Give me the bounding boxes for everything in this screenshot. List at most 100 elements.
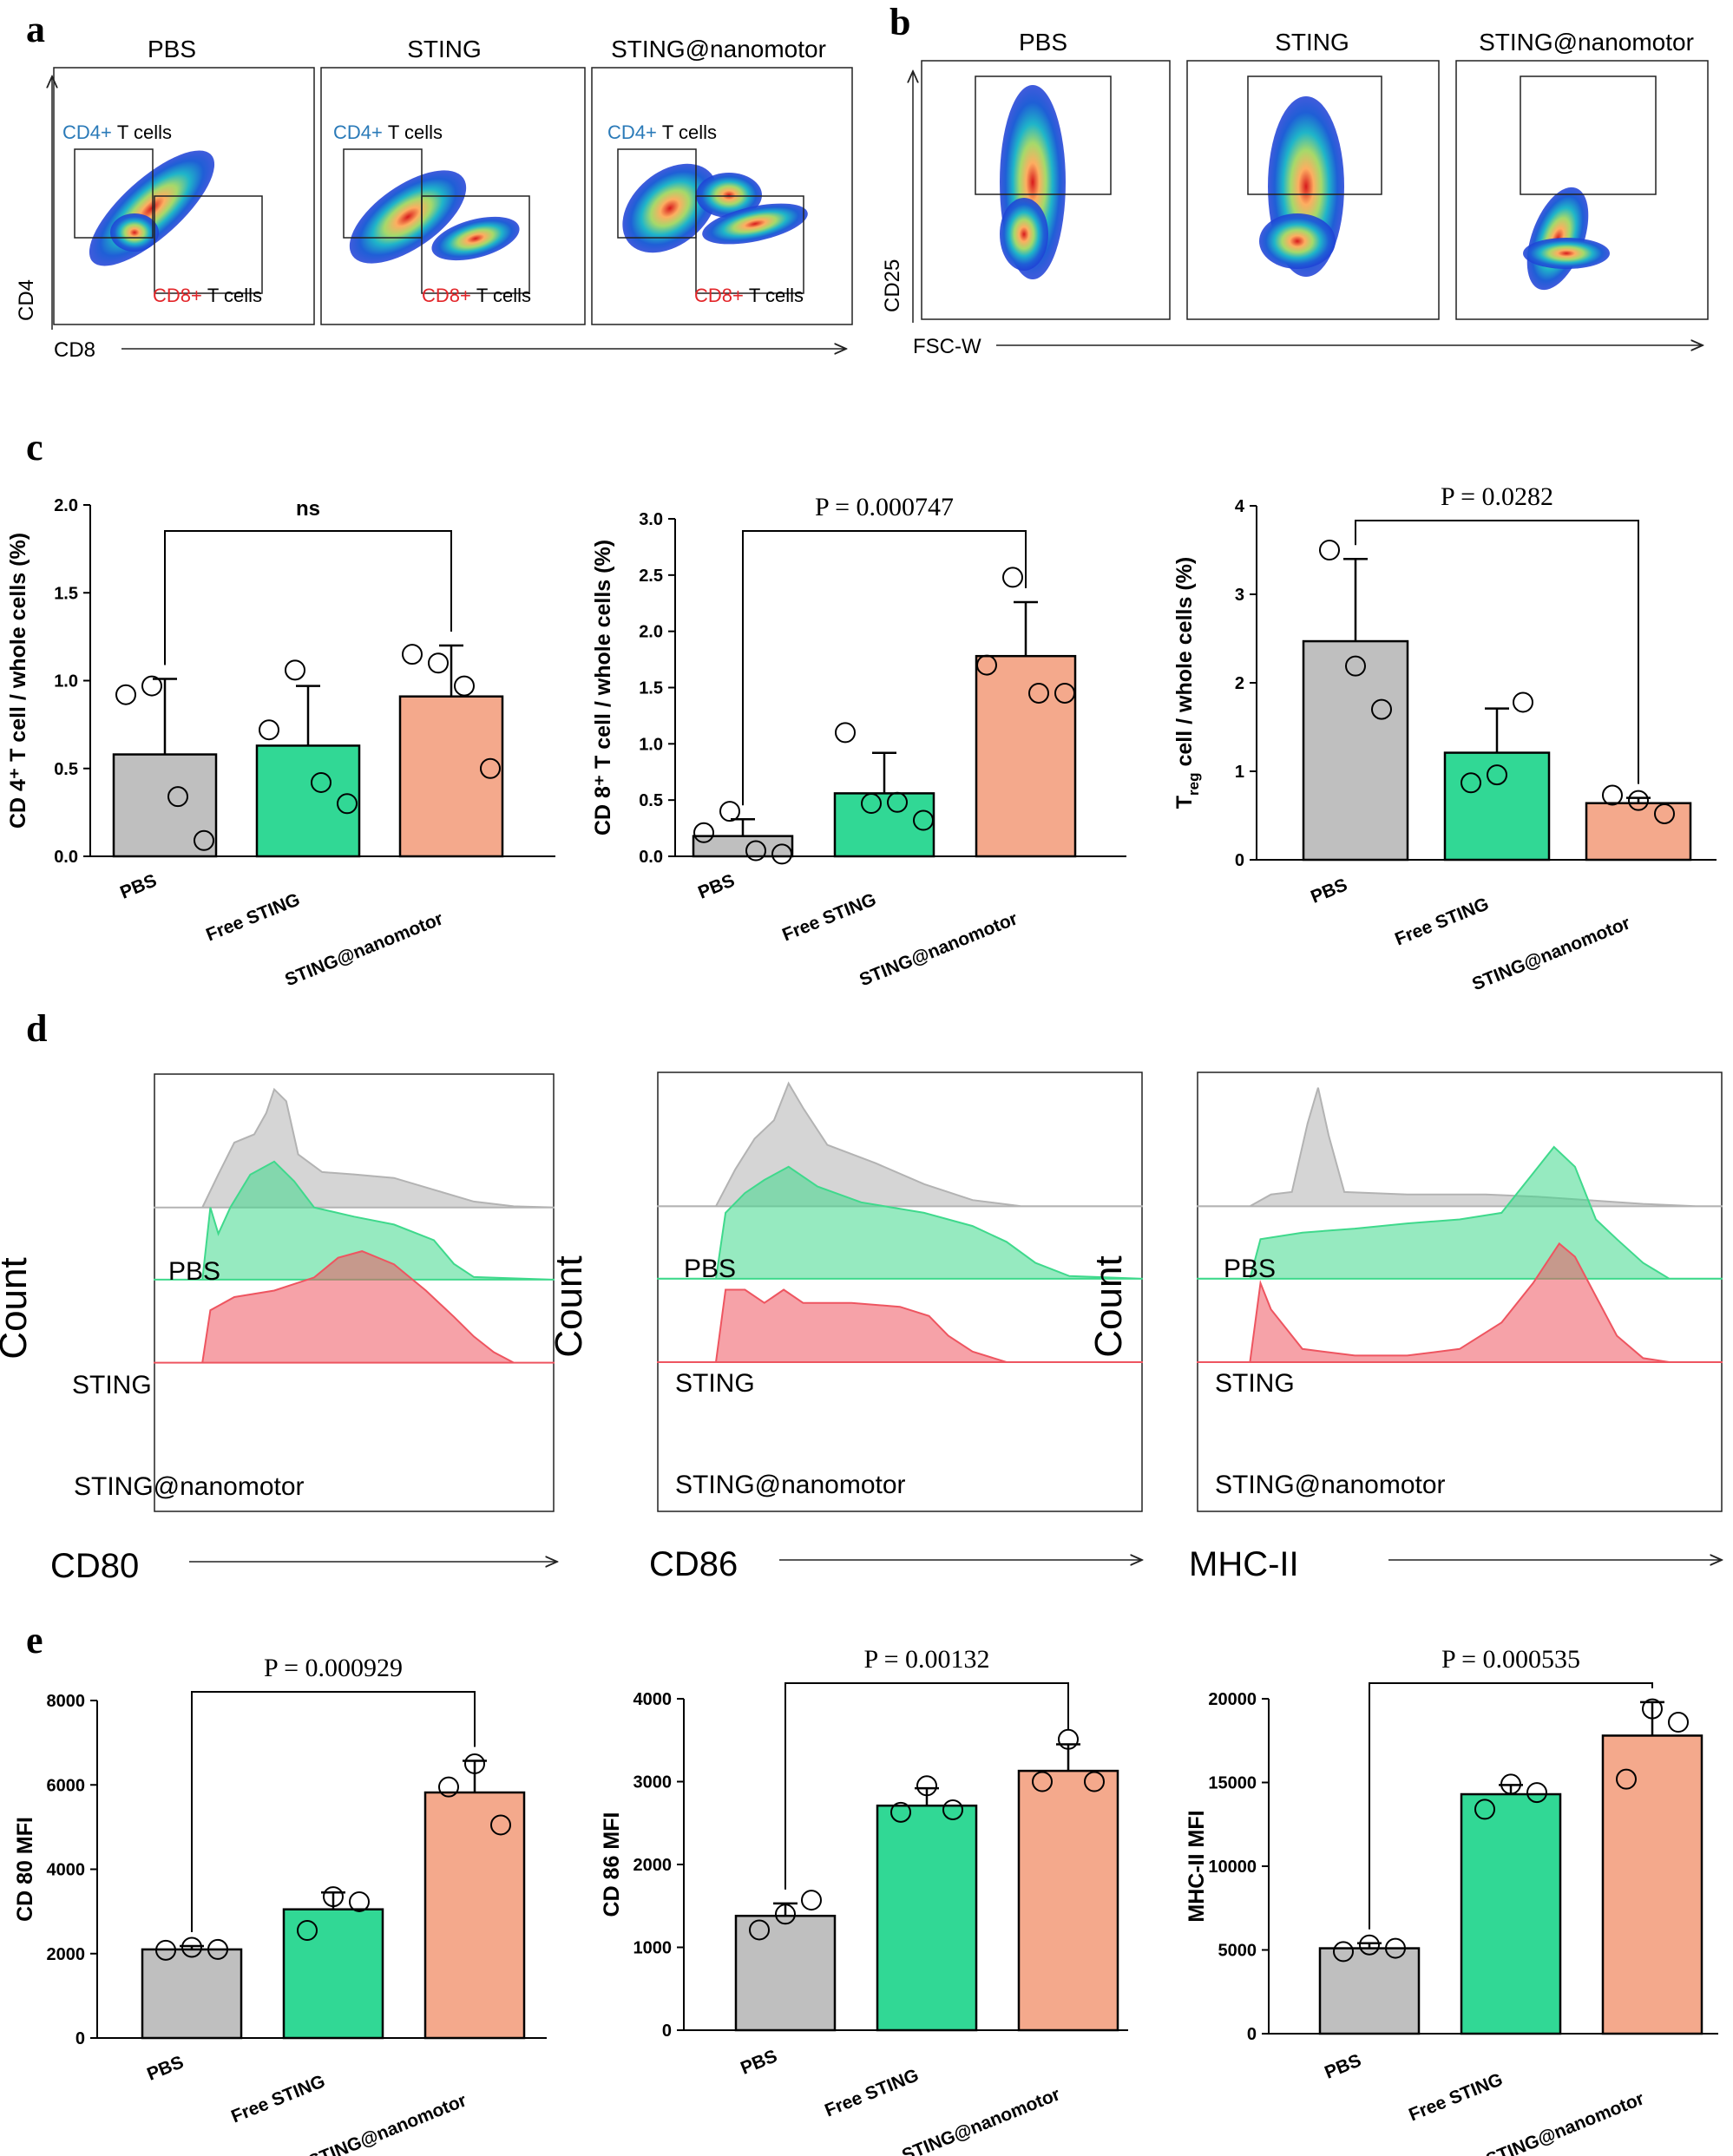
data-point [259, 719, 279, 741]
cd4-gate-label: CD4+ [62, 121, 112, 143]
data-point [1526, 1782, 1547, 1804]
data-point [1032, 1771, 1053, 1792]
cd8-gate-label: CD8+ [694, 285, 744, 306]
data-point [1461, 772, 1481, 794]
cd8-gate-label: CD8+ [153, 285, 202, 306]
category-label: Free STING [822, 2065, 922, 2120]
gate-suffix: T cells [749, 285, 804, 306]
flow-plot-frame [320, 67, 586, 325]
chart-cd80-mfi: 0 2000 4000 6000 8000 PBS Free STINGSTING@nano… [13, 1654, 547, 2156]
y-tick-label: 0 [1247, 2025, 1257, 2044]
data-point [297, 1920, 318, 1942]
data-point [167, 786, 188, 808]
data-point [454, 675, 475, 697]
y-axis-label: Treg cell / whole cells (%) [1172, 557, 1202, 809]
y-tick-label: 3000 [633, 1773, 673, 1792]
significance-label: ns [296, 497, 320, 521]
y-tick-label: 0.0 [54, 848, 78, 867]
category-label: STING@nanomotor [857, 908, 1021, 990]
density-cloud [431, 216, 520, 261]
flow-a-plot-pbs: CD4+ T cells CD8+ T cells [53, 67, 315, 325]
significance-label: P = 0.00132 [864, 1645, 990, 1674]
bar [1460, 1792, 1562, 2035]
data-point [749, 1919, 770, 1941]
histogram-panel-mhc-ii: PBS STING STING@nanomotor Count MHC-II [1087, 1071, 1723, 1583]
category-label: PBS [738, 2046, 780, 2079]
data-point [402, 644, 423, 665]
data-point [719, 801, 740, 822]
data-point [1002, 567, 1023, 588]
data-point [1602, 784, 1623, 806]
histogram-row-label: STING [72, 1371, 152, 1399]
y-tick-label: 0.5 [54, 760, 78, 779]
y-tick-label: 10000 [1208, 1858, 1257, 1877]
y-tick-label: 3.0 [639, 510, 663, 529]
chart-cd8-percent: 0.0 0.5 1.0 1.5 2.0 2.5 3.0 PBS Free STINGSTING@… [591, 493, 1126, 990]
data-point [1385, 1937, 1406, 1959]
histogram-row-label: PBS [684, 1255, 736, 1283]
y-tick-label: 1.0 [639, 735, 663, 754]
data-point [115, 684, 136, 705]
flow-a-title-nanomotor: STING@nanomotor [611, 36, 826, 62]
category-label: Free STING [1406, 2069, 1506, 2125]
y-tick-label: 1000 [633, 1939, 673, 1958]
histogram-row-label: STING@nanomotor [74, 1472, 305, 1501]
bar [141, 1948, 243, 2040]
y-tick-label: 20000 [1208, 1690, 1257, 1709]
significance-label: P = 0.0282 [1441, 482, 1553, 511]
flow-b-plot-nanomotor [1455, 60, 1709, 320]
data-point [311, 771, 332, 793]
bar [282, 1908, 384, 2040]
data-point [1319, 540, 1340, 560]
category-label: PBS [695, 870, 738, 903]
data-point [775, 1904, 796, 1925]
density-cloud [1000, 198, 1048, 271]
panel-letter-e: e [26, 1619, 43, 1661]
y-tick-label: 15000 [1208, 1774, 1257, 1793]
flow-a-plot-nanomotor: CD4+ T cells CD8+ T cells [591, 67, 853, 325]
histogram-curve-nanomotor [657, 1288, 1143, 1363]
svg-text:CD4+T cells: CD4+ T cells [333, 121, 443, 143]
data-point [207, 1938, 228, 1960]
bar [1585, 802, 1692, 862]
bar [255, 744, 361, 858]
svg-text:CD8+T cells: CD8+ T cells [422, 285, 531, 306]
data-point [181, 1936, 202, 1958]
density-cloud [702, 203, 808, 245]
treg-gate [1520, 75, 1657, 195]
y-tick-label: 4000 [633, 1690, 673, 1709]
panel-b-flow-cd25: PBS STING STING@nanomotor CD25 FSC-W [881, 29, 1709, 358]
data-point [1371, 698, 1392, 720]
flow-b-title-nanomotor: STING@nanomotor [1479, 29, 1694, 56]
bar [833, 792, 935, 858]
y-axis-label: CD 8⁺ T cell / whole cells (%) [591, 540, 615, 836]
y-tick-label: 6000 [47, 1776, 86, 1795]
y-tick-label: 3 [1235, 586, 1244, 605]
histogram-frame [1197, 1071, 1723, 1512]
bar [734, 1914, 837, 2032]
panel-letter-d: d [26, 1007, 47, 1050]
histogram-marker-label: CD80 [50, 1547, 139, 1585]
data-point [1333, 1941, 1354, 1963]
data-point [801, 1890, 822, 1911]
y-tick-label: 1 [1235, 763, 1244, 782]
histogram-curve-sting [1197, 1145, 1723, 1280]
data-point [323, 1886, 344, 1908]
gate-suffix: T cells [388, 121, 443, 143]
chart-cd86-mfi: 0 1000 2000 3000 4000 PBS Free STINGSTING@nano… [600, 1645, 1128, 2156]
y-tick-label: 2.0 [639, 623, 663, 642]
significance-bracket [784, 1682, 1069, 1890]
y-tick-label: 1.5 [54, 584, 78, 603]
density-cloud [110, 213, 159, 252]
significance-bracket [164, 530, 452, 665]
histogram-marker-label: CD86 [649, 1545, 738, 1583]
gate-suffix: T cells [662, 121, 717, 143]
category-label: STING@nanomotor [1483, 2088, 1647, 2156]
bar [398, 695, 504, 858]
y-tick-label: 4000 [47, 1861, 86, 1880]
histogram-panel-cd86: PBS STING STING@nanomotor Count CD86 [548, 1071, 1143, 1583]
data-point [1474, 1799, 1495, 1820]
histogram-row-label: STING@nanomotor [1215, 1471, 1446, 1499]
significance-bracket [1369, 1682, 1653, 1930]
